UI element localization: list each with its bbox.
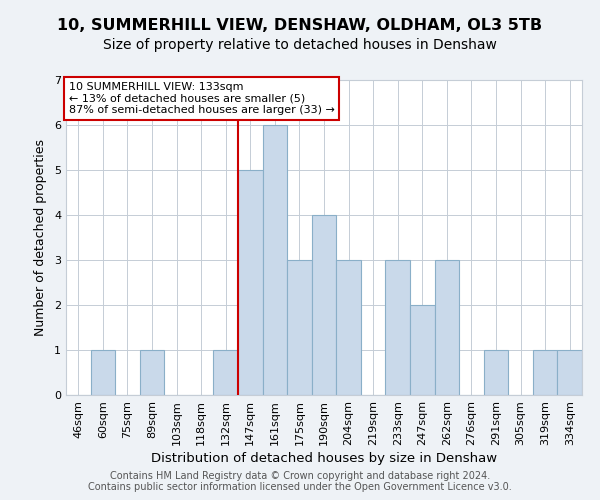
Y-axis label: Number of detached properties: Number of detached properties [34,139,47,336]
Bar [263,125,287,395]
Text: Size of property relative to detached houses in Denshaw: Size of property relative to detached ho… [103,38,497,52]
Bar [557,350,582,395]
Bar [312,215,336,395]
Bar [385,260,410,395]
Bar [214,350,238,395]
Bar [287,260,312,395]
Bar [484,350,508,395]
Bar [434,260,459,395]
Text: Contains HM Land Registry data © Crown copyright and database right 2024.: Contains HM Land Registry data © Crown c… [110,471,490,481]
Bar [410,305,434,395]
Bar [238,170,263,395]
Bar [336,260,361,395]
Bar [91,350,115,395]
Text: 10, SUMMERHILL VIEW, DENSHAW, OLDHAM, OL3 5TB: 10, SUMMERHILL VIEW, DENSHAW, OLDHAM, OL… [58,18,542,32]
Text: 10 SUMMERHILL VIEW: 133sqm
← 13% of detached houses are smaller (5)
87% of semi-: 10 SUMMERHILL VIEW: 133sqm ← 13% of deta… [68,82,334,115]
Bar [533,350,557,395]
Text: Contains public sector information licensed under the Open Government Licence v3: Contains public sector information licen… [88,482,512,492]
Bar [140,350,164,395]
X-axis label: Distribution of detached houses by size in Denshaw: Distribution of detached houses by size … [151,452,497,465]
